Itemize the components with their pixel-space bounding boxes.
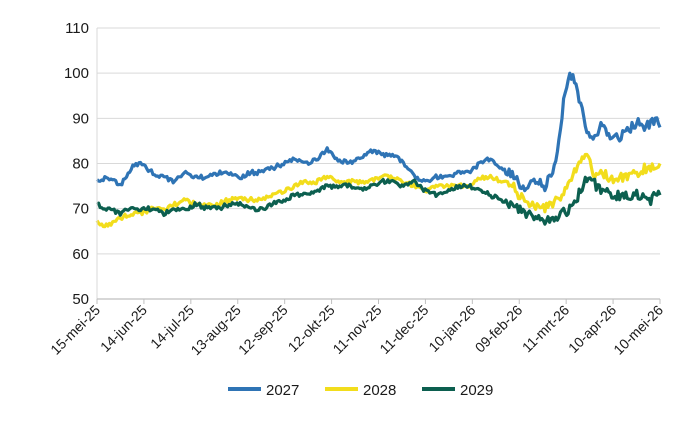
series-line-2027 (95, 71, 662, 193)
x-axis: 15-mei-2514-jun-2514-jul-2513-aug-2512-s… (47, 299, 666, 358)
series-line-2028 (95, 152, 662, 229)
y-axis: 50 60 70 80 90 100 110 (64, 20, 89, 308)
legend: 2027 2028 2029 (228, 382, 493, 399)
y-tick-label: 110 (65, 20, 89, 37)
legend-label-2029: 2029 (460, 382, 493, 399)
y-tick-label: 50 (72, 291, 89, 308)
x-tick-label: 09-feb-26 (472, 302, 526, 356)
x-tick-label: 15-mei-25 (47, 302, 103, 358)
grid-lines (97, 27, 660, 255)
x-tick-label: 11-nov-25 (329, 302, 384, 357)
x-tick-label: 11-mrt-26 (519, 302, 573, 356)
y-tick-label: 100 (64, 65, 89, 82)
x-tick-label: 10-mei-26 (610, 302, 666, 358)
x-tick-label: 10-jan-26 (425, 302, 478, 355)
legend-label-2028: 2028 (363, 382, 396, 399)
series-lines (95, 71, 662, 229)
y-tick-label: 60 (72, 246, 89, 263)
x-tick-label: 13-aug-25 (187, 302, 244, 359)
y-tick-label: 80 (72, 156, 89, 173)
series-line-2029 (96, 175, 662, 226)
x-tick-label: 14-jun-25 (97, 302, 150, 355)
x-tick-label: 12-sep-25 (235, 302, 291, 358)
legend-label-2027: 2027 (266, 382, 299, 399)
x-tick-label: 11-dec-25 (376, 302, 431, 357)
y-tick-label: 90 (72, 110, 89, 127)
y-tick-label: 70 (72, 201, 89, 218)
